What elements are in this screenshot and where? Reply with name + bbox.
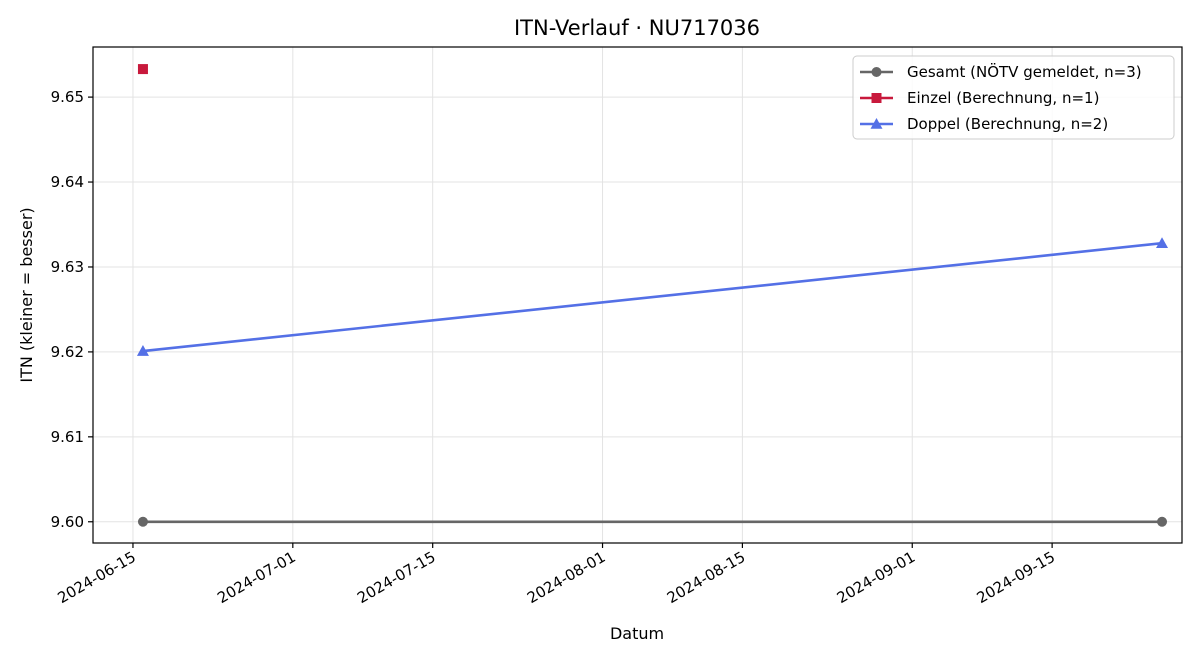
- y-axis-label: ITN (kleiner = besser): [17, 207, 36, 382]
- legend-marker: [871, 67, 882, 77]
- legend-marker: [870, 118, 883, 129]
- data-point-gesamt: [137, 516, 148, 527]
- y-tick-label: 9.62: [51, 343, 84, 361]
- x-tick-label: 2024-09-15: [974, 548, 1059, 607]
- y-tick-label: 9.64: [51, 173, 84, 191]
- series-doppel: [136, 237, 1169, 356]
- legend-item-einzel: Einzel (Berechnung, n=1): [860, 89, 1099, 107]
- legend-box: [852, 55, 1175, 140]
- y-tick-label: 9.60: [51, 513, 84, 531]
- data-point-doppel: [136, 345, 149, 356]
- series-gesamt: [137, 516, 1168, 527]
- data-point-gesamt: [1157, 516, 1168, 527]
- legend-item-gesamt: Gesamt (NÖTV gemeldet, n=3): [860, 62, 1142, 81]
- series-layer: [136, 64, 1169, 527]
- plot-frame: [92, 46, 1183, 544]
- x-tick-label: 2024-06-15: [54, 548, 139, 607]
- y-tick-label: 9.65: [51, 88, 84, 106]
- y-axis-ticks: 9.60 9.61 9.62 9.63 9.64 9.65: [51, 88, 93, 531]
- series-line-doppel: [142, 241, 1163, 353]
- x-tick-label: 2024-08-15: [664, 548, 749, 607]
- legend-label: Gesamt (NÖTV gemeldet, n=3): [907, 62, 1142, 81]
- x-tick-label: 2024-07-01: [214, 548, 299, 607]
- legend: Gesamt (NÖTV gemeldet, n=3) Einzel (Berec…: [852, 55, 1175, 140]
- x-axis-ticks: 2024-06-15 2024-07-01 2024-07-15 2024-08-01…: [54, 543, 1058, 607]
- series-einzel: [137, 64, 148, 75]
- x-axis-label: Datum: [610, 624, 664, 643]
- x-tick-label: 2024-07-15: [354, 548, 439, 607]
- legend-label: Einzel (Berechnung, n=1): [907, 89, 1099, 107]
- x-tick-label: 2024-09-01: [834, 548, 919, 607]
- data-point-einzel: [137, 64, 148, 75]
- legend-marker: [871, 93, 882, 103]
- legend-item-doppel: Doppel (Berechnung, n=2): [860, 115, 1108, 133]
- y-tick-label: 9.61: [51, 428, 84, 446]
- legend-label: Doppel (Berechnung, n=2): [907, 115, 1108, 133]
- data-point-doppel: [1156, 237, 1169, 248]
- x-tick-label: 2024-08-01: [524, 548, 609, 607]
- y-tick-label: 9.63: [51, 258, 84, 276]
- chart-title: ITN-Verlauf · NU717036: [514, 16, 760, 40]
